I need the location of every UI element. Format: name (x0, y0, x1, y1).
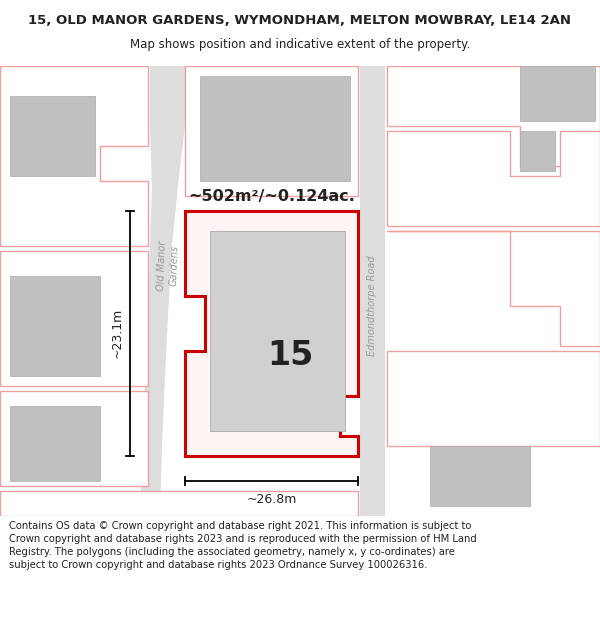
Polygon shape (0, 491, 358, 516)
Polygon shape (0, 66, 148, 246)
Polygon shape (0, 391, 148, 486)
Polygon shape (10, 96, 95, 176)
Text: ~26.8m: ~26.8m (247, 492, 296, 506)
Polygon shape (430, 446, 530, 506)
Text: Contains OS data © Crown copyright and database right 2021. This information is : Contains OS data © Crown copyright and d… (9, 521, 477, 571)
Polygon shape (210, 231, 345, 431)
Polygon shape (140, 66, 185, 516)
Polygon shape (10, 406, 100, 481)
Text: Old Manor
Gardens: Old Manor Gardens (157, 240, 179, 291)
Polygon shape (0, 251, 148, 386)
Polygon shape (387, 231, 600, 346)
Polygon shape (387, 351, 600, 446)
Polygon shape (520, 131, 555, 171)
Text: 15: 15 (267, 339, 313, 372)
Polygon shape (185, 211, 358, 456)
Text: Edmondthorpe Road: Edmondthorpe Road (367, 255, 377, 356)
Polygon shape (200, 76, 350, 181)
Text: 15, OLD MANOR GARDENS, WYMONDHAM, MELTON MOWBRAY, LE14 2AN: 15, OLD MANOR GARDENS, WYMONDHAM, MELTON… (29, 14, 571, 28)
Text: ~23.1m: ~23.1m (111, 308, 124, 358)
Polygon shape (387, 66, 600, 166)
Polygon shape (387, 131, 600, 226)
Polygon shape (360, 66, 385, 516)
Polygon shape (520, 66, 595, 121)
Text: ~502m²/~0.124ac.: ~502m²/~0.124ac. (188, 189, 355, 204)
Text: Map shows position and indicative extent of the property.: Map shows position and indicative extent… (130, 38, 470, 51)
Polygon shape (10, 276, 100, 376)
Polygon shape (185, 66, 358, 196)
